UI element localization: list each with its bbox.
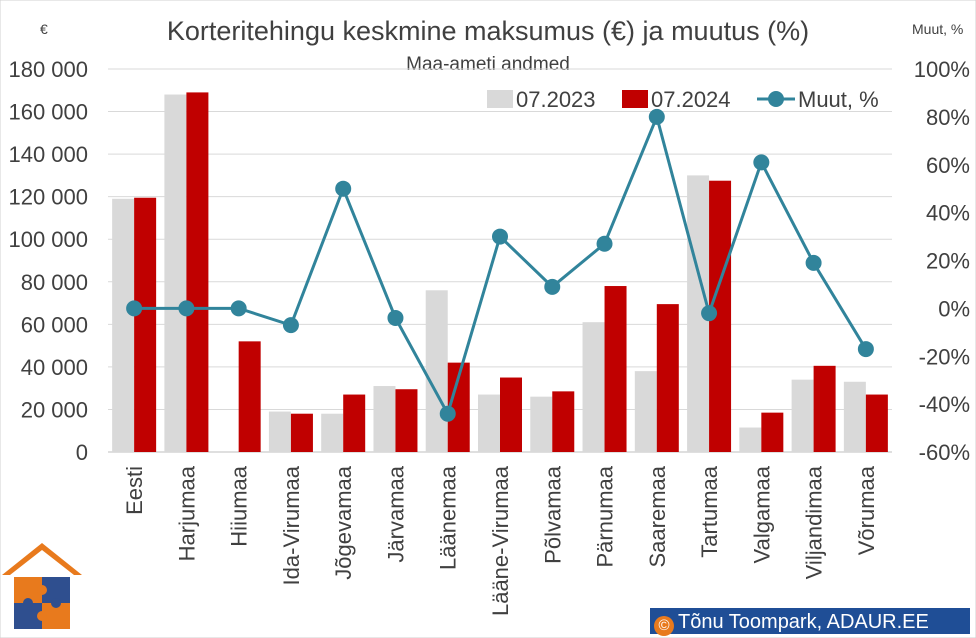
legend-label: 07.2023 [516, 87, 596, 112]
bars [112, 92, 888, 453]
change-point [439, 405, 456, 422]
x-tick-label: Läänemaa [436, 465, 461, 570]
legend-swatch [487, 90, 513, 108]
bar-07-2024 [604, 286, 627, 452]
change-point [753, 154, 770, 171]
bar-07-2023 [321, 413, 344, 452]
bar-07-2023 [739, 427, 762, 452]
left-axis-unit: € [40, 21, 48, 37]
chart-subtitle: Maa-ameti andmed [406, 54, 570, 75]
left-tick-label: 160 000 [8, 100, 88, 125]
change-point [178, 300, 195, 317]
legend: 07.2023 07.2024 Muut, % [487, 87, 879, 112]
change-line [126, 108, 874, 422]
bar-07-2023 [582, 322, 605, 452]
bar-07-2023 [634, 371, 657, 452]
bar-07-2024 [865, 394, 888, 452]
left-tick-label: 140 000 [8, 142, 88, 167]
left-axis: 0 20 000 40 000 60 000 80 000 100 000 120 000 1… [8, 57, 88, 465]
right-tick-label: 60% [926, 153, 970, 178]
left-tick-label: 20 000 [21, 397, 88, 422]
right-tick-label: -60% [919, 440, 970, 465]
x-tick-label: Hiiumaa [227, 465, 252, 546]
x-tick-label: Järvamaa [383, 465, 408, 562]
x-tick-label: Tartumaa [697, 465, 722, 557]
bar-07-2024 [761, 412, 784, 452]
right-tick-label: 100% [914, 57, 970, 82]
bar-07-2023 [425, 290, 448, 452]
bar-07-2023 [268, 411, 291, 452]
bar-07-2024 [500, 377, 522, 452]
x-tick-label: Pärnumaa [593, 465, 618, 567]
change-point [648, 108, 665, 125]
bar-07-2024 [709, 180, 732, 453]
bar-07-2024 [134, 197, 157, 452]
change-point [544, 278, 561, 295]
left-tick-label: 120 000 [8, 185, 88, 210]
bar-07-2023 [373, 386, 396, 452]
x-axis: Eesti Harjumaa Hiiumaa Ida-Virumaa Jõgevamaa… [122, 465, 879, 616]
x-tick-label: Harjumaa [174, 465, 199, 561]
left-tick-label: 60 000 [21, 312, 88, 337]
credit-text: Tõnu Toompark, ADAUR.EE [678, 611, 929, 633]
bar-07-2023 [791, 379, 814, 452]
bar-07-2023 [164, 94, 187, 453]
bar-07-2024 [290, 413, 313, 452]
legend-label: 07.2024 [651, 87, 731, 112]
legend-marker [768, 91, 784, 107]
left-tick-label: 40 000 [21, 355, 88, 380]
left-tick-label: 100 000 [8, 227, 88, 252]
change-point [230, 300, 247, 317]
change-point [387, 309, 404, 326]
bar-07-2024 [186, 92, 209, 453]
legend-label: Muut, % [798, 87, 879, 112]
right-tick-label: 80% [926, 105, 970, 130]
bar-07-2024 [238, 341, 261, 452]
legend-swatch [622, 90, 648, 108]
bar-07-2024 [395, 389, 418, 452]
right-axis-unit: Muut, % [912, 21, 963, 37]
x-tick-label: Põlvamaa [540, 465, 565, 564]
right-tick-label: -20% [919, 344, 970, 369]
change-point [282, 317, 299, 334]
bar-07-2023 [687, 175, 710, 452]
bar-07-2024 [552, 391, 575, 452]
chart-title: Korteritehingu keskmine maksumus (€) ja … [167, 16, 809, 46]
change-point [701, 305, 718, 322]
bar-07-2024 [447, 362, 470, 452]
right-axis: -60% -40% -20% 0% 20% 40% 60% 80% 100% [914, 57, 970, 465]
right-tick-label: 20% [926, 249, 970, 274]
left-tick-label: 0 [76, 440, 88, 465]
change-point [492, 228, 508, 245]
bar-07-2023 [478, 394, 500, 452]
x-tick-label: Valgamaa [749, 465, 774, 563]
bar-07-2023 [843, 381, 866, 452]
x-tick-label: Viljandimaa [802, 465, 827, 579]
x-tick-label: Võrumaa [854, 465, 879, 555]
change-point [126, 300, 143, 317]
credit-box: © Tõnu Toompark, ADAUR.EE [649, 607, 971, 636]
x-tick-label: Jõgevamaa [331, 465, 356, 580]
change-point [857, 341, 874, 358]
left-tick-label: 80 000 [21, 270, 88, 295]
bar-07-2024 [656, 304, 679, 452]
puzzle-house-logo [2, 543, 82, 629]
change-point [805, 254, 822, 271]
x-tick-label: Ida-Virumaa [279, 465, 304, 585]
change-point [335, 180, 352, 197]
x-tick-label: Lääne-Virumaa [488, 465, 513, 616]
right-tick-label: 40% [926, 201, 970, 226]
change-point [596, 235, 613, 252]
bar-07-2023 [112, 198, 135, 452]
right-tick-label: 0% [938, 296, 970, 321]
bar-07-2024 [813, 365, 836, 452]
x-tick-label: Saaremaa [645, 465, 670, 567]
copyright-icon: © [654, 616, 674, 636]
bar-07-2023 [530, 396, 553, 452]
left-tick-label: 180 000 [8, 57, 88, 82]
x-tick-label: Eesti [122, 466, 147, 515]
bar-07-2024 [343, 394, 366, 452]
right-tick-label: -40% [919, 392, 970, 417]
